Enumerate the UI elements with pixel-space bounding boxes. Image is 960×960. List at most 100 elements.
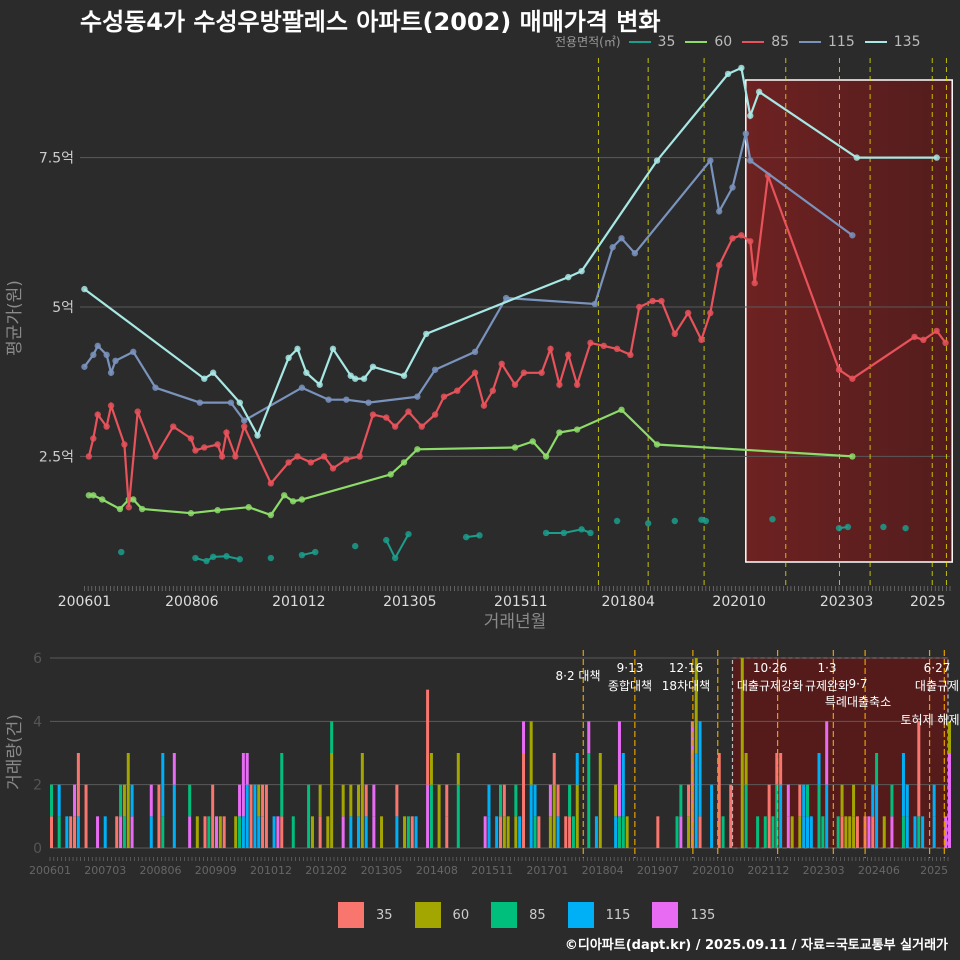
bar-x-tick-label: 201012 — [250, 864, 292, 877]
data-point-115 — [152, 384, 159, 391]
bar-legend-label-85: 85 — [529, 907, 546, 923]
data-point-85 — [343, 456, 350, 463]
policy-label-text: 18차대책 — [662, 678, 710, 693]
data-point-35 — [192, 554, 199, 562]
data-point-35 — [462, 533, 470, 541]
volume-bar-85 — [119, 784, 123, 817]
volume-bar-60 — [852, 816, 856, 848]
volume-bar-135 — [786, 816, 790, 848]
data-point-85 — [573, 381, 581, 388]
bar-x-tick-label: 201202 — [305, 864, 347, 877]
volume-bar-85 — [188, 784, 192, 817]
data-point-60 — [85, 492, 93, 499]
volume-bar-85 — [50, 784, 53, 817]
bar-legend-item-135: 135 — [652, 902, 715, 928]
volume-bar-35 — [687, 784, 691, 817]
bar-legend-label-35: 35 — [376, 907, 393, 923]
volume-bar-135 — [130, 816, 134, 848]
volume-bar-115 — [614, 816, 618, 848]
volume-bar-60 — [360, 753, 364, 848]
volume-bar-60 — [349, 784, 353, 817]
data-point-60 — [529, 438, 536, 445]
volume-bar-115 — [817, 753, 821, 785]
volume-bar-85 — [238, 816, 242, 848]
legend-item-85: 85 — [742, 34, 789, 50]
volume-bar-115 — [76, 816, 80, 848]
volume-bar-35 — [445, 816, 449, 848]
legend-label-135: 135 — [893, 33, 921, 50]
bar-x-tick-label: 200806 — [140, 864, 182, 877]
volume-bar-60 — [502, 816, 506, 848]
y-tick-label: 5억 — [52, 300, 74, 316]
volume-bar-135 — [372, 784, 376, 817]
volume-bar-115 — [901, 753, 905, 817]
volume-bar-35 — [779, 753, 783, 785]
data-point-85 — [556, 381, 563, 388]
volume-bar-135 — [188, 816, 192, 848]
volume-bar-60 — [694, 658, 698, 753]
volume-bar-115 — [710, 784, 714, 848]
volume-bar-115 — [518, 816, 522, 848]
data-point-115 — [365, 399, 372, 406]
volume-bar-60 — [126, 753, 130, 848]
legend-title: 전용면적(㎡) — [555, 35, 621, 49]
data-point-115 — [414, 393, 421, 400]
volume-bar-60 — [506, 816, 510, 848]
data-point-115 — [227, 399, 235, 406]
data-point-135 — [352, 375, 359, 382]
data-point-135 — [236, 399, 243, 406]
data-point-35 — [769, 515, 776, 523]
data-point-60 — [618, 406, 625, 414]
volume-bar-35 — [261, 784, 265, 817]
data-point-85 — [285, 459, 292, 466]
bar-x-tick-label: 202010 — [692, 864, 734, 877]
data-point-135 — [329, 345, 337, 353]
data-point-85 — [94, 411, 101, 418]
volume-bar-115 — [149, 816, 153, 848]
data-point-115 — [715, 208, 723, 215]
data-point-85 — [658, 297, 665, 305]
volume-bar-60 — [798, 816, 802, 848]
volume-bar-115 — [809, 816, 813, 848]
volume-bar-60 — [257, 784, 261, 817]
volume-bar-115 — [802, 784, 806, 817]
data-point-35 — [312, 548, 319, 556]
policy-label-text: 특례대출축소 — [825, 695, 891, 709]
data-point-135 — [747, 112, 754, 119]
data-point-35 — [405, 530, 412, 538]
volume-bar-85 — [901, 816, 905, 848]
data-point-115 — [502, 294, 510, 302]
volume-bar-85 — [875, 753, 879, 785]
bar-x-tick-label: 201907 — [637, 864, 679, 877]
volume-bar-35 — [568, 816, 572, 848]
volume-bar-35 — [552, 753, 556, 785]
data-point-85 — [715, 261, 723, 269]
data-point-135 — [316, 381, 323, 388]
data-point-135 — [578, 267, 585, 275]
data-point-85 — [649, 297, 656, 305]
bar-x-tick-label: 202112 — [747, 864, 789, 877]
volume-bar-135 — [587, 721, 591, 753]
bar-legend-box-35 — [338, 902, 364, 928]
bar-legend-box-85 — [491, 902, 518, 928]
bar-x-tick-label: 201804 — [582, 864, 624, 877]
volume-bar-35 — [76, 753, 80, 817]
bar-x-tick-label: 202406 — [858, 864, 900, 877]
volume-bar-115 — [621, 753, 625, 817]
y-tick-label: 7.5억 — [39, 151, 74, 167]
data-point-35 — [236, 556, 243, 563]
series-line-115 — [83, 133, 853, 423]
volume-bar-115 — [161, 753, 165, 817]
data-point-35 — [671, 517, 678, 525]
legend-item-60: 60 — [685, 34, 732, 50]
data-point-85 — [520, 369, 528, 376]
bar-y-tick-label: 6 — [33, 651, 42, 667]
volume-bar-35 — [917, 721, 921, 817]
legend-swatch-135 — [864, 40, 887, 43]
volume-bar-115 — [932, 816, 936, 848]
volume-bar-115 — [575, 753, 579, 785]
data-point-35 — [542, 529, 550, 537]
data-point-85 — [835, 366, 843, 373]
chart-title: 수성동4가 수성우방팔레스 아파트(2002) 매매가격 변화 — [80, 8, 661, 36]
